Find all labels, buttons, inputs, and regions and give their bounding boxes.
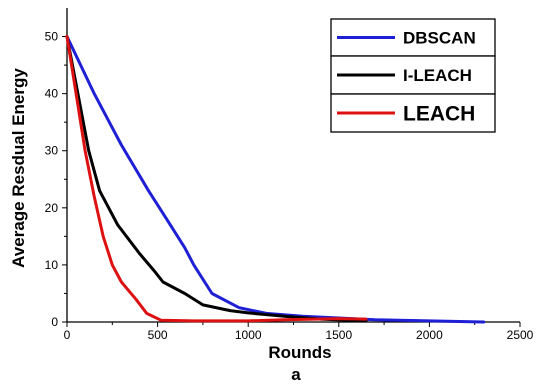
- legend-label: I-LEACH: [403, 66, 472, 85]
- x-tick-label: 0: [64, 328, 71, 342]
- x-tick-label: 2000: [416, 328, 443, 342]
- legend-label: LEACH: [403, 103, 475, 126]
- series-layer: [65, 35, 486, 324]
- x-tick-label: 1000: [235, 328, 262, 342]
- y-tick-label: 0: [51, 315, 58, 329]
- i-leach-line: [65, 35, 368, 323]
- legend-item-leach: LEACH: [330, 93, 496, 133]
- legend-label: DBSCAN: [403, 29, 476, 48]
- figure-caption: a: [291, 365, 301, 384]
- y-tick-label: 30: [45, 144, 59, 158]
- legend-item-i-leach: I-LEACH: [330, 55, 496, 95]
- y-tick-label: 40: [45, 87, 59, 101]
- leach-line: [65, 35, 368, 323]
- legend: DBSCAN I-LEACH LEACH: [330, 18, 496, 133]
- y-tick-label: 50: [45, 30, 59, 44]
- y-axis-title: Average Resdual Energy: [9, 68, 28, 268]
- x-tick-label: 2500: [507, 328, 534, 342]
- x-tick-label: 500: [148, 328, 168, 342]
- x-tick-label: 1500: [325, 328, 352, 342]
- x-axis-title: Rounds: [268, 343, 331, 362]
- legend-item-dbscan: DBSCAN: [330, 18, 496, 57]
- y-tick-label: 20: [45, 201, 59, 215]
- y-tick-label: 10: [45, 258, 59, 272]
